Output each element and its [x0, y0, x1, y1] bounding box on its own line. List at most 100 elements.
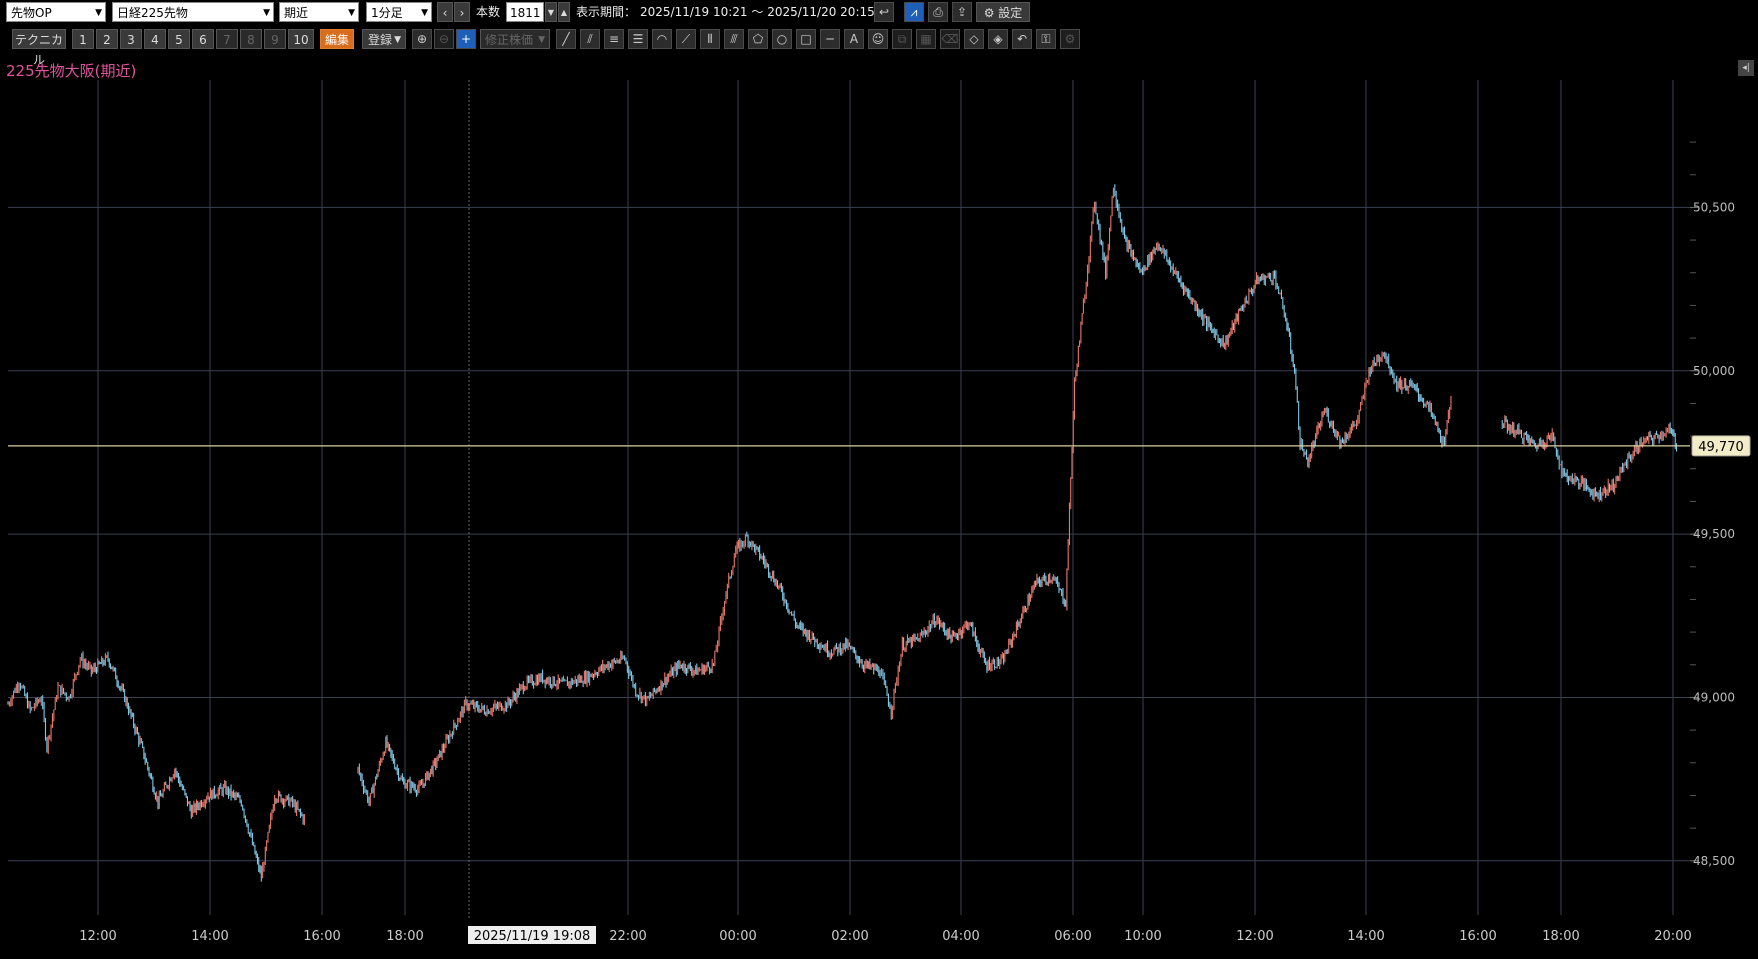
- crosshair-time-label: 2025/11/19 19:08: [474, 929, 591, 944]
- prev-button[interactable]: ‹: [437, 2, 453, 22]
- y-tick-label: 48,500: [1693, 854, 1735, 868]
- bars-input-value: 1811: [510, 6, 541, 20]
- ruler-icon[interactable]: ⫽: [580, 29, 600, 49]
- lock-icon[interactable]: ⚿: [1036, 29, 1056, 49]
- register-dropdown[interactable]: 登録 ▼: [362, 29, 406, 49]
- interval-select[interactable]: 1分足 ▼: [366, 2, 432, 22]
- bars-up-button[interactable]: ▲: [558, 2, 570, 22]
- current-price-label: 49,770: [1698, 440, 1744, 455]
- preset-button-6[interactable]: 6: [192, 29, 214, 49]
- chevron-down-icon: ▼: [394, 35, 401, 45]
- instrument-select[interactable]: 日経225先物 ▼: [112, 2, 274, 22]
- collapse-panel-icon[interactable]: ◂|: [1738, 60, 1754, 76]
- contract-select[interactable]: 期近 ▼: [279, 2, 359, 22]
- register-label: 登録: [368, 33, 393, 47]
- x-tick-label: 14:00: [1347, 929, 1384, 944]
- channel-icon[interactable]: ⫻: [724, 29, 744, 49]
- preset-button-9[interactable]: 9: [264, 29, 286, 49]
- current-price-badge: [1691, 435, 1751, 457]
- trendline-icon[interactable]: ╱: [556, 29, 576, 49]
- next-button[interactable]: ›: [454, 2, 470, 22]
- undo-icon[interactable]: ↶: [1012, 29, 1032, 49]
- x-tick-label: 18:00: [386, 929, 423, 944]
- text-icon[interactable]: A: [844, 29, 864, 49]
- zoom-out-icon[interactable]: ⊖: [434, 29, 454, 49]
- circle-icon[interactable]: ○: [772, 29, 792, 49]
- x-tick-label: 20:00: [1654, 929, 1691, 944]
- crosshair-icon[interactable]: +: [456, 29, 476, 49]
- hline-icon[interactable]: ─: [820, 29, 840, 49]
- eraser-all-icon[interactable]: ◈: [988, 29, 1008, 49]
- y-tick-label: 50,000: [1693, 364, 1735, 378]
- x-tick-label: 16:00: [303, 929, 340, 944]
- preset-button-3[interactable]: 3: [120, 29, 142, 49]
- technical-button[interactable]: テクニカル: [12, 29, 66, 67]
- rectangle-icon[interactable]: □: [796, 29, 816, 49]
- settings-label: 設定: [998, 6, 1023, 20]
- copy-icon[interactable]: ⧉: [892, 29, 912, 49]
- pentagon-icon[interactable]: ⬠: [748, 29, 768, 49]
- grid-icon[interactable]: ▦: [916, 29, 936, 49]
- instrument-select-value: 日経225先物: [117, 6, 188, 20]
- preset-button-5[interactable]: 5: [168, 29, 190, 49]
- fan-icon[interactable]: ⟋: [676, 29, 696, 49]
- x-tick-label: 06:00: [1054, 929, 1091, 944]
- y-tick-label: 50,500: [1693, 200, 1735, 214]
- bars-input[interactable]: 1811: [506, 2, 544, 22]
- horizontal-lines-icon[interactable]: ≡: [604, 29, 624, 49]
- period-label: 表示期間：: [576, 5, 637, 19]
- chevron-down-icon: ▼: [348, 8, 355, 18]
- zoom-in-icon[interactable]: ⊕: [412, 29, 432, 49]
- candles: [7, 184, 1678, 882]
- fibonacci-icon[interactable]: ☰: [628, 29, 648, 49]
- x-tick-label: 04:00: [942, 929, 979, 944]
- export-icon[interactable]: ⇪: [952, 2, 972, 22]
- chart-mode-icon[interactable]: ⩘: [904, 2, 924, 22]
- axes: 50,500 50,000 49,500 49,000 48,500 12:00 14:00…: [8, 141, 1751, 944]
- print-icon[interactable]: ⎙: [928, 2, 948, 22]
- x-tick-label: 22:00: [609, 929, 646, 944]
- bars-label: 本数: [476, 5, 501, 19]
- product-select[interactable]: 先物OP ▼: [6, 2, 106, 22]
- contract-select-value: 期近: [284, 6, 309, 20]
- price-chart[interactable]: 50,500 50,000 49,500 49,000 48,500 12:00 14:00…: [0, 80, 1758, 959]
- interval-select-value: 1分足: [371, 6, 403, 20]
- preset-button-1[interactable]: 1: [72, 29, 94, 49]
- eraser-disabled-icon[interactable]: ⌫: [940, 29, 960, 49]
- chevron-down-icon: ▼: [538, 35, 545, 45]
- crosshair-time-badge: [468, 926, 596, 944]
- preset-button-7[interactable]: 7: [216, 29, 238, 49]
- chart-grid: [8, 80, 1690, 920]
- arc-icon[interactable]: ◠: [652, 29, 672, 49]
- preset-button-4[interactable]: 4: [144, 29, 166, 49]
- main-toolbar: 先物OP ▼ 日経225先物 ▼ 期近 ▼ 1分足 ▼ ‹ › 本数 1811 ▼ ▲ …: [0, 2, 1758, 28]
- gear-icon: ⚙: [983, 6, 995, 20]
- x-tick-label: 12:00: [1236, 929, 1273, 944]
- x-tick-label: 16:00: [1459, 929, 1496, 944]
- draw-settings-icon[interactable]: ⚙: [1060, 29, 1080, 49]
- x-tick-label: 02:00: [831, 929, 868, 944]
- return-icon[interactable]: ↩: [874, 2, 894, 22]
- preset-button-8[interactable]: 8: [240, 29, 262, 49]
- sticker-icon[interactable]: ☺: [868, 29, 888, 49]
- adjusted-price-dropdown[interactable]: 修正株価 ▼: [480, 29, 550, 49]
- y-tick-label: 49,000: [1693, 690, 1735, 704]
- x-tick-label: 12:00: [79, 929, 116, 944]
- chevron-down-icon: ▼: [95, 8, 102, 18]
- x-tick-label: 10:00: [1124, 929, 1161, 944]
- chart-title: 225先物大阪(期近): [6, 62, 137, 80]
- bars-down-button[interactable]: ▼: [545, 2, 557, 22]
- preset-button-10[interactable]: 10: [288, 29, 314, 49]
- edit-button[interactable]: 編集: [320, 29, 354, 49]
- x-tick-label: 14:00: [191, 929, 228, 944]
- eraser-icon[interactable]: ◇: [964, 29, 984, 49]
- vertical-lines-icon[interactable]: ⦀: [700, 29, 720, 49]
- x-tick-label: 00:00: [719, 929, 756, 944]
- chevron-down-icon: ▼: [263, 8, 270, 18]
- adjusted-price-label: 修正株価: [485, 33, 534, 47]
- settings-button[interactable]: ⚙ 設定: [976, 2, 1030, 22]
- preset-button-2[interactable]: 2: [96, 29, 118, 49]
- product-select-value: 先物OP: [11, 6, 52, 20]
- chevron-down-icon: ▼: [421, 8, 428, 18]
- x-tick-label: 18:00: [1542, 929, 1579, 944]
